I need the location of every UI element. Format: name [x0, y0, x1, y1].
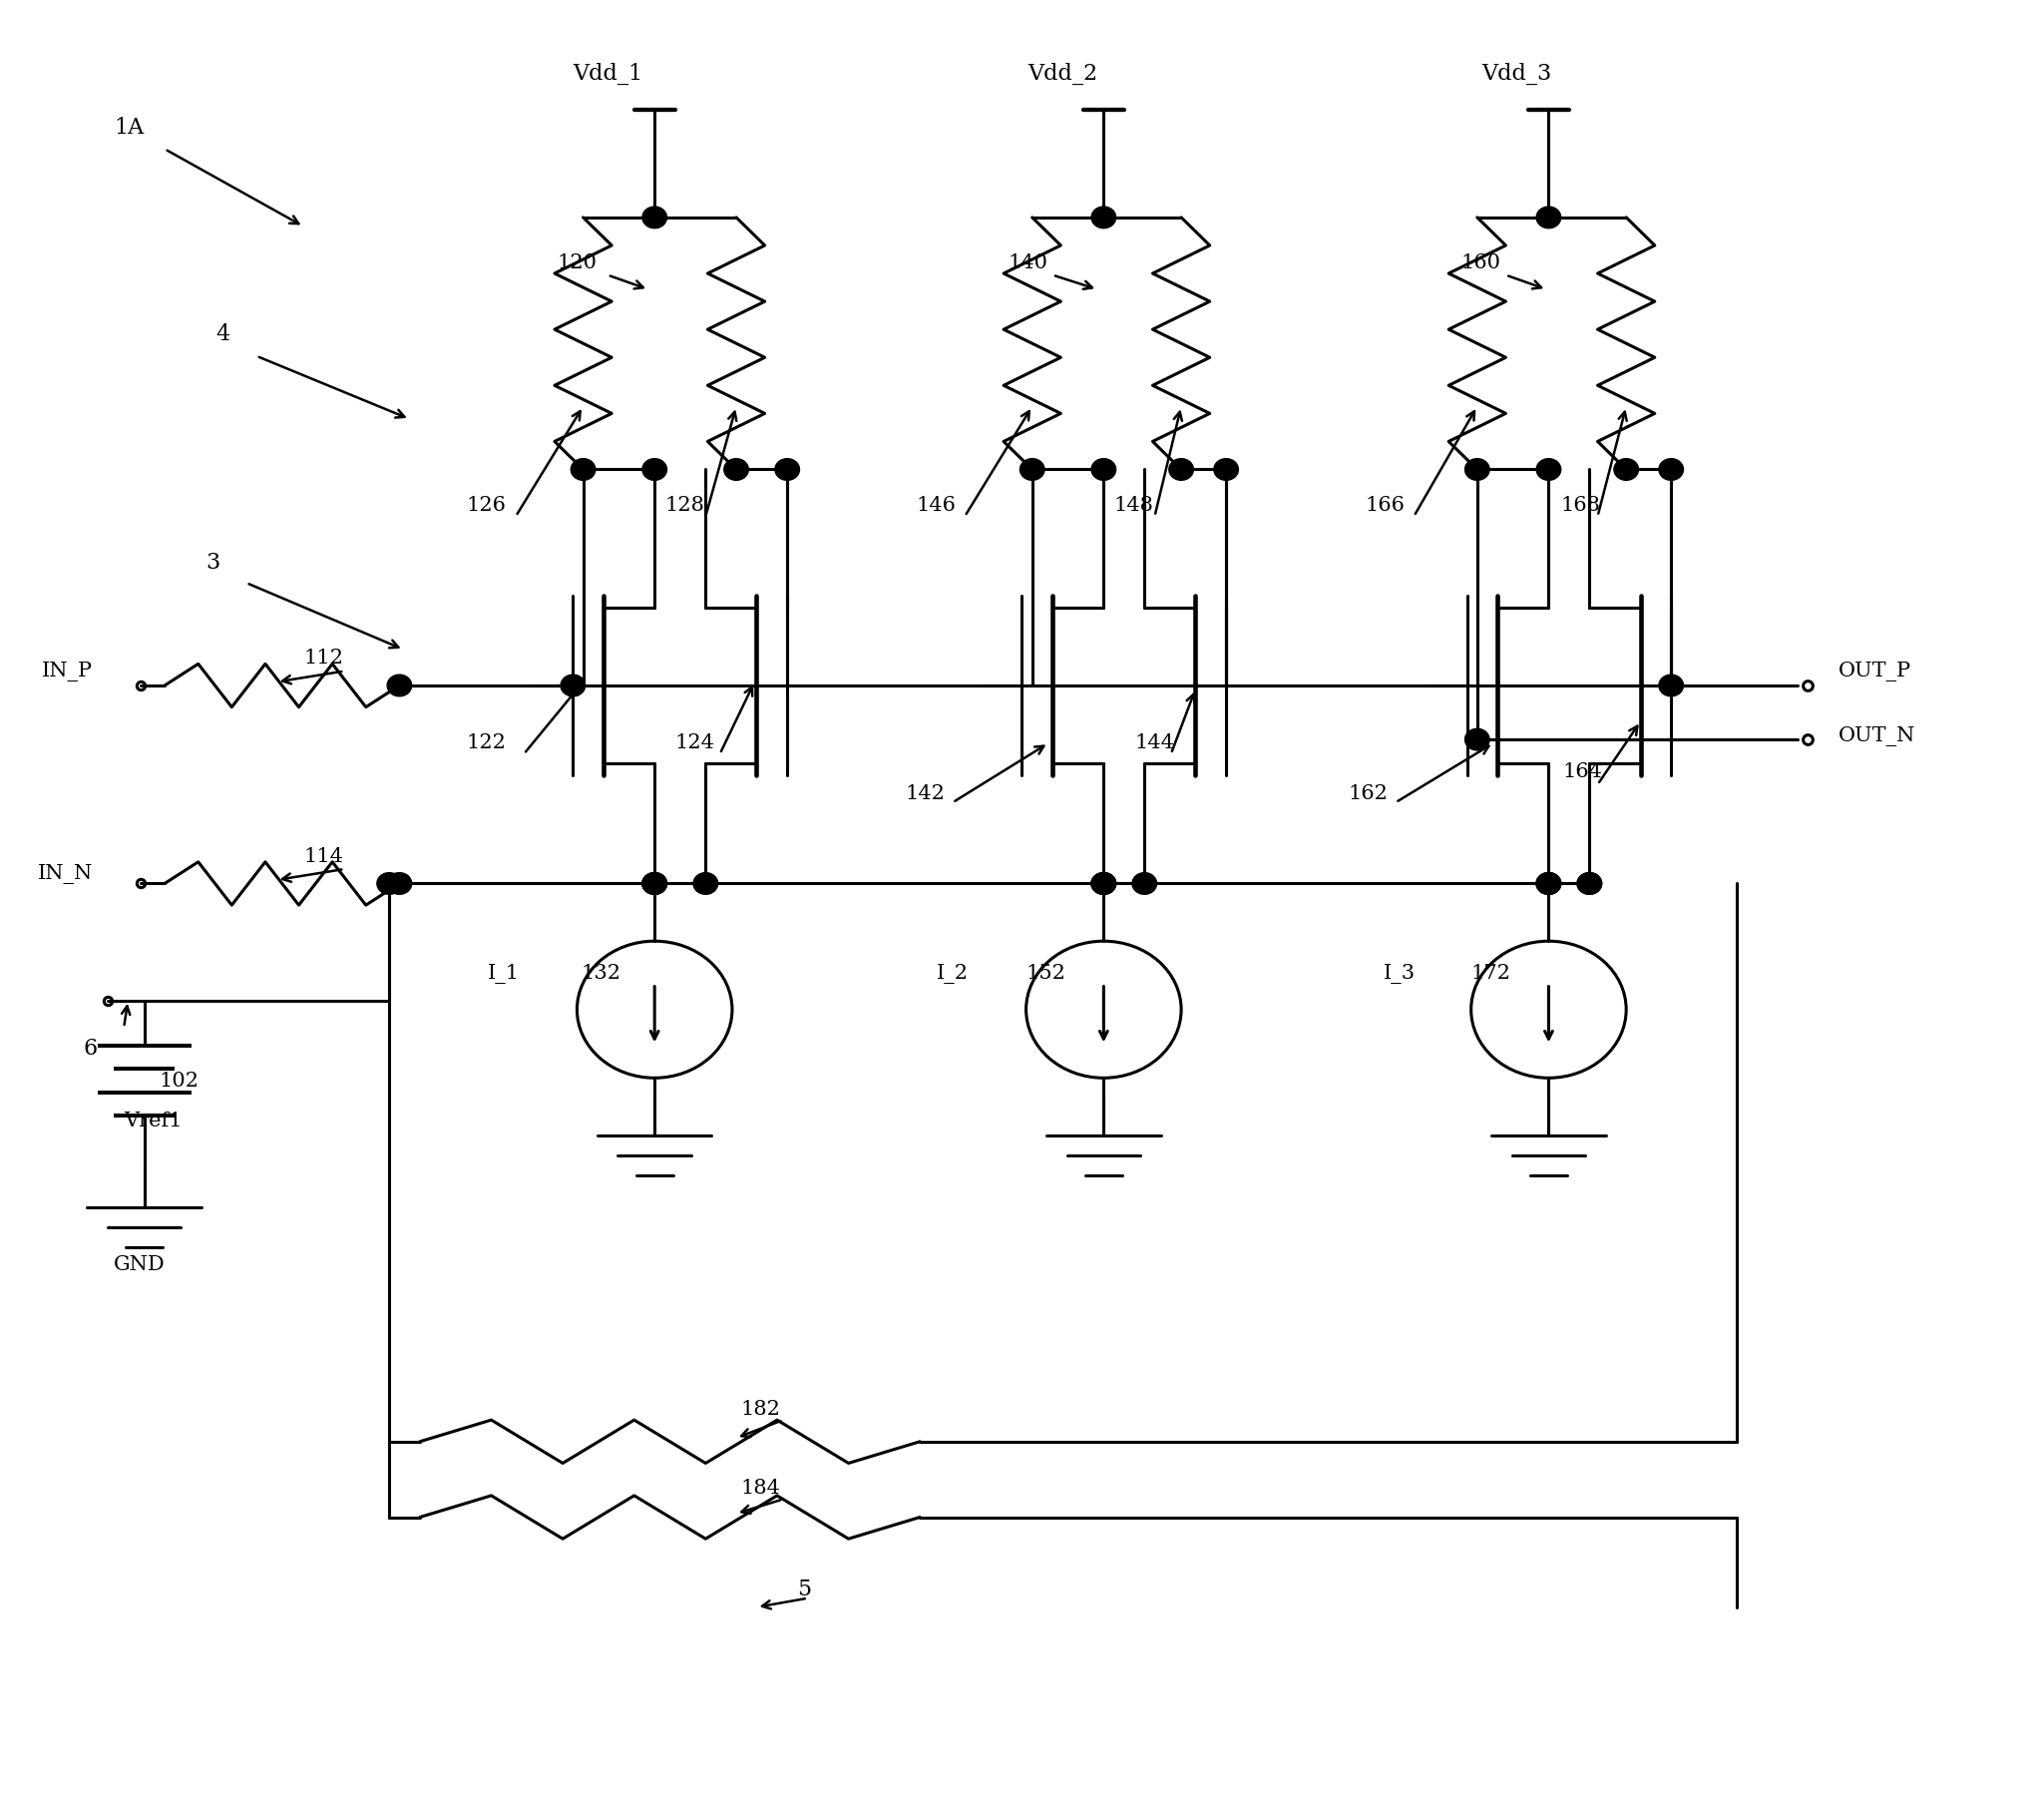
Text: 6: 6	[84, 1039, 98, 1060]
Text: I_3: I_3	[1384, 963, 1414, 983]
Text: 160: 160	[1461, 252, 1500, 272]
Circle shape	[724, 458, 748, 480]
Circle shape	[1537, 458, 1562, 480]
Circle shape	[1537, 873, 1562, 894]
Circle shape	[642, 458, 666, 480]
Circle shape	[1660, 458, 1684, 480]
Text: 182: 182	[740, 1399, 781, 1419]
Text: 112: 112	[303, 649, 343, 667]
Text: IN_P: IN_P	[43, 662, 94, 682]
Circle shape	[1578, 873, 1602, 894]
Circle shape	[1091, 873, 1116, 894]
Circle shape	[1169, 458, 1194, 480]
Circle shape	[1578, 873, 1602, 894]
Text: IN_N: IN_N	[39, 864, 94, 885]
Text: 164: 164	[1564, 763, 1602, 781]
Circle shape	[1132, 873, 1157, 894]
Text: 124: 124	[675, 734, 715, 752]
Circle shape	[642, 873, 666, 894]
Text: 114: 114	[303, 847, 343, 865]
Text: 5: 5	[797, 1578, 811, 1601]
Text: 120: 120	[556, 252, 597, 272]
Circle shape	[1466, 458, 1490, 480]
Circle shape	[1020, 458, 1044, 480]
Circle shape	[386, 674, 411, 696]
Text: 166: 166	[1365, 496, 1404, 516]
Text: 4: 4	[217, 323, 229, 346]
Text: 142: 142	[905, 784, 946, 802]
Text: 140: 140	[1008, 252, 1049, 272]
Circle shape	[642, 207, 666, 229]
Text: 172: 172	[1472, 965, 1511, 983]
Text: Vdd_2: Vdd_2	[1028, 63, 1098, 85]
Text: Vdd_1: Vdd_1	[572, 63, 644, 85]
Text: GND: GND	[114, 1255, 166, 1275]
Circle shape	[642, 873, 666, 894]
Text: 102: 102	[159, 1073, 198, 1091]
Circle shape	[775, 458, 799, 480]
Text: 126: 126	[466, 496, 507, 516]
Circle shape	[1466, 728, 1490, 750]
Text: Vref1: Vref1	[125, 1112, 182, 1130]
Text: 128: 128	[664, 496, 705, 516]
Text: 184: 184	[740, 1478, 781, 1498]
Circle shape	[376, 873, 401, 894]
Text: OUT_N: OUT_N	[1838, 727, 1915, 746]
Text: 1A: 1A	[114, 117, 143, 139]
Text: OUT_P: OUT_P	[1838, 662, 1911, 682]
Circle shape	[1537, 873, 1562, 894]
Text: Vdd_3: Vdd_3	[1482, 63, 1551, 85]
Text: 148: 148	[1114, 496, 1153, 516]
Circle shape	[1660, 674, 1684, 696]
Circle shape	[386, 873, 411, 894]
Circle shape	[1615, 458, 1639, 480]
Circle shape	[1537, 207, 1562, 229]
Circle shape	[1091, 873, 1116, 894]
Circle shape	[1091, 873, 1116, 894]
Text: 3: 3	[206, 552, 219, 573]
Text: 152: 152	[1026, 965, 1065, 983]
Text: 168: 168	[1562, 496, 1600, 516]
Circle shape	[1214, 458, 1239, 480]
Circle shape	[1091, 207, 1116, 229]
Text: 162: 162	[1349, 784, 1388, 802]
Text: I_2: I_2	[936, 963, 969, 983]
Text: 122: 122	[466, 734, 507, 752]
Text: 146: 146	[916, 496, 957, 516]
Circle shape	[642, 873, 666, 894]
Text: 144: 144	[1134, 734, 1173, 752]
Circle shape	[1537, 873, 1562, 894]
Text: I_1: I_1	[486, 963, 519, 983]
Circle shape	[570, 458, 595, 480]
Circle shape	[1091, 458, 1116, 480]
Text: 132: 132	[580, 965, 621, 983]
Circle shape	[693, 873, 717, 894]
Circle shape	[560, 674, 585, 696]
